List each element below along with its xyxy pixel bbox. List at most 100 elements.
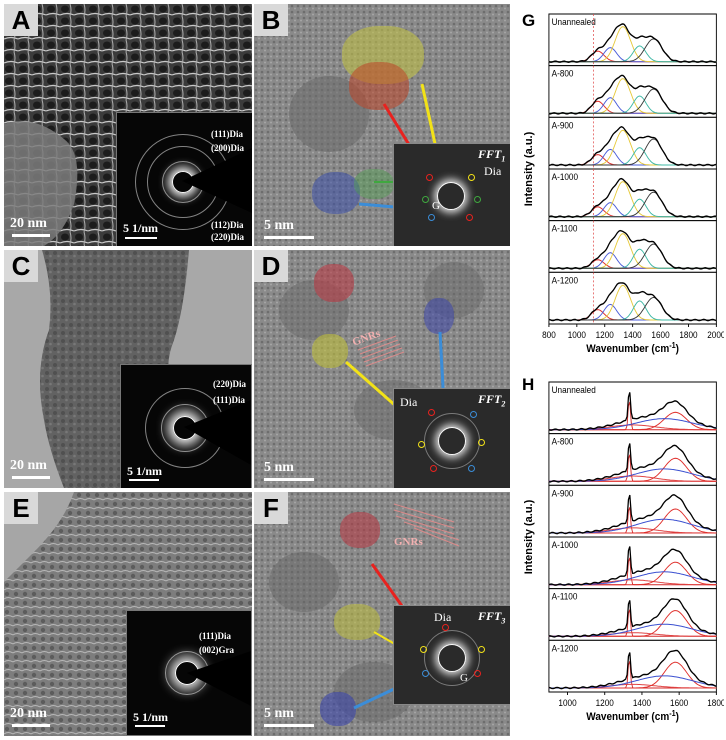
subplot-frame bbox=[548, 13, 717, 67]
sample-label: A-900 bbox=[552, 120, 574, 130]
grain-blue bbox=[312, 172, 360, 214]
inset-scale-bar bbox=[125, 237, 157, 239]
fft-inset: FFT2 Dia bbox=[393, 388, 510, 488]
panel-letter: H bbox=[522, 375, 534, 394]
x-axis-label: Wavenumber (cm-1) bbox=[586, 341, 679, 355]
x-tick-label: 1600 bbox=[651, 330, 669, 340]
x-tick-label: 1600 bbox=[670, 698, 688, 708]
fft-spot bbox=[428, 409, 435, 416]
sample-label: A-900 bbox=[552, 488, 574, 498]
fft-spot bbox=[474, 670, 481, 677]
fft-spot bbox=[420, 646, 427, 653]
spectrum-curve bbox=[548, 23, 717, 64]
saed-inset: (111)Dia (200)Dia (112)Dia (220)Dia 5 1/… bbox=[116, 112, 252, 246]
x-tick-label: 1800 bbox=[707, 698, 724, 708]
beam-stop bbox=[182, 148, 252, 213]
grain-yellow bbox=[312, 334, 348, 368]
scale-label: 5 nm bbox=[264, 706, 294, 721]
sample-label: A-1000 bbox=[552, 540, 579, 550]
panel-letter-c: C bbox=[4, 250, 38, 282]
panel-letter-d: D bbox=[254, 250, 288, 282]
spectrum-curve bbox=[548, 74, 717, 115]
sample-label: Unannealed bbox=[552, 17, 596, 27]
x-tick-label: 1000 bbox=[558, 698, 576, 708]
ring-label: (200)Dia bbox=[211, 143, 244, 153]
subplot-frame bbox=[548, 433, 717, 486]
sample-label: A-800 bbox=[552, 436, 574, 446]
y-axis-label: Intensity (a.u.) bbox=[523, 131, 535, 206]
grain-red bbox=[314, 264, 354, 302]
x-tick-label: 1800 bbox=[679, 330, 697, 340]
grain-yellow bbox=[334, 604, 380, 640]
fft-ring bbox=[424, 413, 480, 469]
spectrum-curve bbox=[548, 229, 717, 270]
fft-spot bbox=[422, 196, 429, 203]
spectrum-curve bbox=[548, 282, 717, 322]
scale-bar bbox=[12, 724, 50, 727]
scale-label: 20 nm bbox=[10, 458, 47, 473]
saed-inset: (220)Dia (111)Dia 5 1/nm bbox=[120, 364, 252, 488]
fft-spot bbox=[428, 214, 435, 221]
x-tick-label: 2000 bbox=[707, 330, 724, 340]
fft-spot bbox=[430, 465, 437, 472]
fit-component-curve bbox=[548, 571, 717, 586]
x-tick-label: 1400 bbox=[633, 698, 651, 708]
dia-label: Dia bbox=[400, 395, 418, 409]
spectrum-curve bbox=[548, 443, 717, 483]
fft-spot bbox=[478, 439, 485, 446]
panel-d-hrtem-image: GNRs FFT2 Dia D 5 nm bbox=[254, 250, 510, 488]
sample-label: A-1200 bbox=[552, 643, 579, 653]
grain-blue bbox=[320, 692, 356, 726]
scale-bar bbox=[12, 476, 50, 479]
panel-e-tem-image: E (111)Dia (002)Gra 5 1/nm 20 nm bbox=[4, 492, 252, 736]
panel-letter-e: E bbox=[4, 492, 38, 524]
fft-spot bbox=[418, 441, 425, 448]
ring-label: (111)Dia bbox=[199, 631, 232, 641]
subplot-frame bbox=[548, 65, 717, 118]
spectrum-curve bbox=[548, 546, 717, 586]
scale-label: 5 nm bbox=[264, 218, 294, 233]
scale-bar bbox=[264, 478, 314, 481]
ring-label: (112)Dia bbox=[211, 220, 244, 230]
panel-c-tem-image: C (220)Dia (111)Dia 5 1/nm 20 nm bbox=[4, 250, 252, 488]
ring-label: (111)Dia bbox=[211, 129, 244, 139]
spectrum-curve bbox=[548, 177, 717, 219]
subplot-frame bbox=[548, 484, 717, 538]
spectrum-curve bbox=[548, 125, 717, 167]
x-tick-label: 1200 bbox=[596, 330, 614, 340]
panel-a-tem-image: A 20 nm (111)Dia (200)Dia (112)Dia (220)… bbox=[4, 4, 252, 246]
fft-spot bbox=[442, 624, 449, 631]
fft-label: FFT3 bbox=[478, 609, 506, 626]
panel-letter: G bbox=[522, 11, 535, 30]
panel-f-hrtem-image: GNRs FFT3 Dia G F 5 nm bbox=[254, 492, 510, 736]
fft-spot bbox=[422, 670, 429, 677]
fft-spot bbox=[466, 214, 473, 221]
x-tick-label: 800 bbox=[542, 330, 556, 340]
fft-inset: FFT3 Dia G bbox=[393, 605, 510, 705]
grain-blue bbox=[424, 298, 454, 334]
saed-inset: (111)Dia (002)Gra 5 1/nm bbox=[126, 610, 252, 736]
y-axis-label: Intensity (a.u.) bbox=[523, 499, 535, 574]
inset-scale-bar bbox=[129, 479, 159, 481]
fft-label: FFT1 bbox=[478, 147, 506, 164]
ring-label: (220)Dia bbox=[213, 379, 246, 389]
spectrum-curve bbox=[548, 392, 717, 431]
ring-label: (220)Dia bbox=[211, 232, 244, 242]
sample-label: Unannealed bbox=[552, 385, 596, 395]
fft-ring bbox=[437, 182, 465, 210]
g-label: G bbox=[432, 200, 440, 212]
fft-spot bbox=[468, 174, 475, 181]
subplot-frame bbox=[548, 220, 717, 273]
inset-scale-bar bbox=[135, 725, 165, 727]
grain-red bbox=[340, 512, 380, 548]
panel-letter-b: B bbox=[254, 4, 288, 36]
ring-label: (002)Gra bbox=[199, 645, 234, 655]
x-tick-label: 1000 bbox=[568, 330, 586, 340]
spectrum-curve bbox=[548, 598, 717, 638]
beam-stop bbox=[187, 651, 251, 706]
sample-label: A-800 bbox=[552, 68, 574, 78]
fft-spot bbox=[470, 411, 477, 418]
dia-label: Dia bbox=[484, 164, 502, 178]
x-tick-label: 1400 bbox=[624, 330, 642, 340]
panel-letter-a: A bbox=[4, 4, 38, 36]
